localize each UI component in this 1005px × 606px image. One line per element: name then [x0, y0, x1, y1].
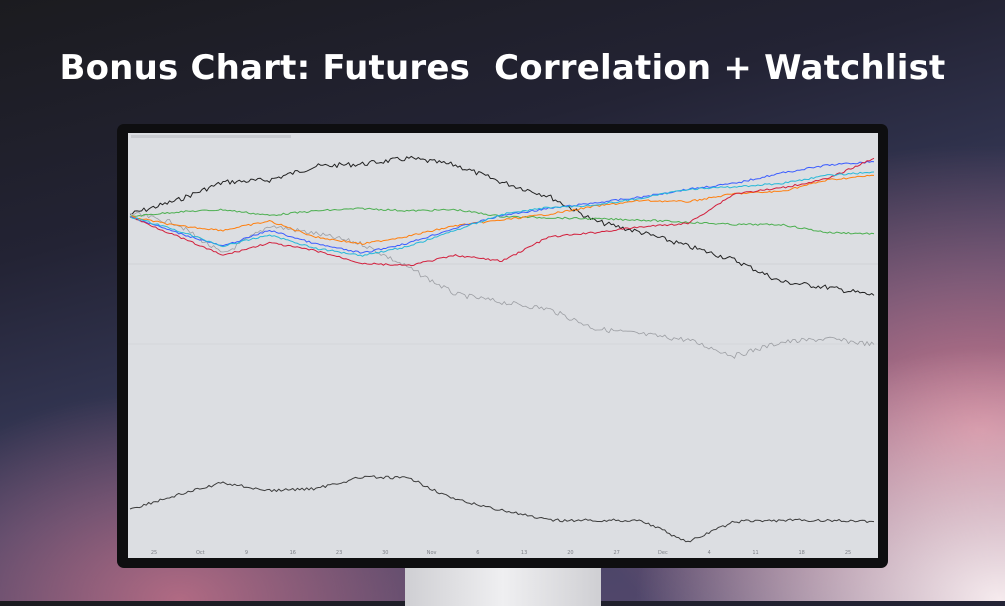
- x-tick-label: 18: [799, 550, 805, 556]
- futures-correlation-chart: 25 Oct 9 16 23 30 Nov 6 13 20 27 Dec 4 11 18 25: [128, 135, 878, 556]
- x-tick-label: 9: [245, 550, 248, 556]
- x-tick-label: Dec: [658, 550, 668, 556]
- series-line-6: [129, 157, 875, 267]
- page-title: Bonus Chart: Futures Correlation + Watch…: [59, 48, 946, 88]
- x-axis-ticks: 25 Oct 9 16 23 30 Nov 6 13 20 27 Dec 4 11 18 25: [151, 550, 851, 556]
- x-tick-label: 20: [567, 550, 573, 556]
- series-line-8: [129, 475, 875, 543]
- series-line-1: [129, 155, 875, 296]
- x-tick-label: 30: [382, 550, 388, 556]
- x-tick-label: 27: [614, 550, 620, 556]
- series-line-7: [129, 171, 875, 257]
- chart-screen: 25 Oct 9 16 23 30 Nov 6 13 20 27 Dec 4 11 18 25: [128, 133, 878, 558]
- x-tick-label: 16: [290, 550, 296, 556]
- series-line-4: [129, 174, 875, 245]
- series-layer: [129, 155, 875, 543]
- x-tick-label: 13: [521, 550, 527, 556]
- legend-placeholder-bar: [131, 135, 291, 138]
- series-line-3: [129, 207, 875, 235]
- x-tick-label: 11: [752, 550, 758, 556]
- monitor-stand: [405, 566, 601, 606]
- series-line-2: [129, 212, 875, 359]
- x-tick-label: 25: [845, 550, 851, 556]
- x-tick-label: Oct: [196, 550, 205, 556]
- x-tick-label: 4: [708, 550, 711, 556]
- x-tick-label: 6: [476, 550, 479, 556]
- chart-legend: [131, 135, 291, 138]
- x-tick-label: 25: [151, 550, 157, 556]
- x-tick-label: 23: [336, 550, 342, 556]
- series-line-5: [129, 160, 875, 254]
- x-tick-label: Nov: [427, 550, 437, 556]
